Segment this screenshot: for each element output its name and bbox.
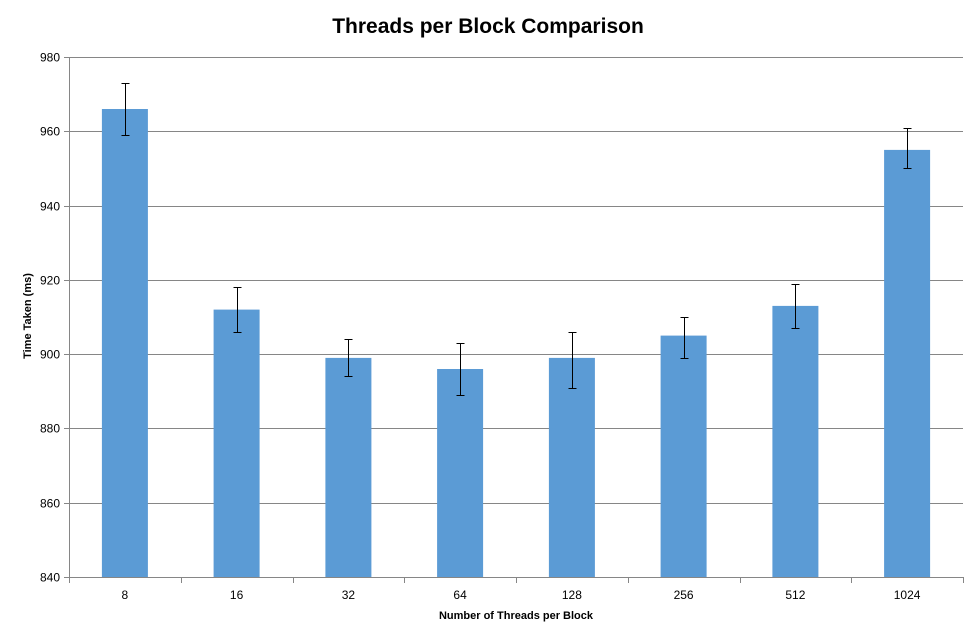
y-tick-label: 960 (40, 125, 60, 139)
bar (884, 149, 931, 577)
error-bar (344, 339, 353, 377)
x-tick-label: 1024 (894, 588, 921, 602)
bar (213, 309, 260, 577)
error-bar (568, 332, 577, 389)
tick-labels: 840 860 880 900 920 940 960 980 8 16 32 64 128 256 512… (40, 51, 921, 603)
x-tick-label: 128 (562, 588, 582, 602)
bar (772, 305, 819, 577)
bar (101, 109, 148, 577)
x-tick-label: 256 (674, 588, 694, 602)
bar (437, 369, 484, 577)
error-bar (121, 83, 130, 136)
y-tick-label: 860 (40, 497, 60, 511)
y-tick-label: 880 (40, 422, 60, 436)
error-bar (680, 317, 689, 359)
chart-title: Threads per Block Comparison (332, 15, 644, 38)
gridlines (69, 57, 963, 504)
y-tick-label: 940 (40, 200, 60, 214)
error-bar (233, 287, 242, 333)
x-axis-label: Number of Threads per Block (439, 610, 594, 622)
x-tick-label: 8 (122, 588, 129, 602)
bar (660, 335, 707, 577)
x-tick-label: 512 (785, 588, 805, 602)
y-tick-label: 840 (40, 571, 60, 585)
axes (64, 57, 964, 583)
x-tick-label: 16 (230, 588, 244, 602)
bar (325, 357, 372, 577)
error-bar (456, 343, 465, 396)
y-tick-label: 980 (40, 51, 60, 65)
x-tick-label: 32 (342, 588, 356, 602)
y-tick-label: 920 (40, 274, 60, 288)
bars (101, 109, 931, 577)
error-bar (903, 128, 912, 169)
y-tick-label: 900 (40, 348, 60, 362)
y-axis-label: Time Taken (ms) (22, 273, 34, 359)
bar (548, 357, 595, 577)
error-bar (791, 284, 800, 329)
error-bars (121, 83, 912, 396)
x-tick-label: 64 (453, 588, 467, 602)
